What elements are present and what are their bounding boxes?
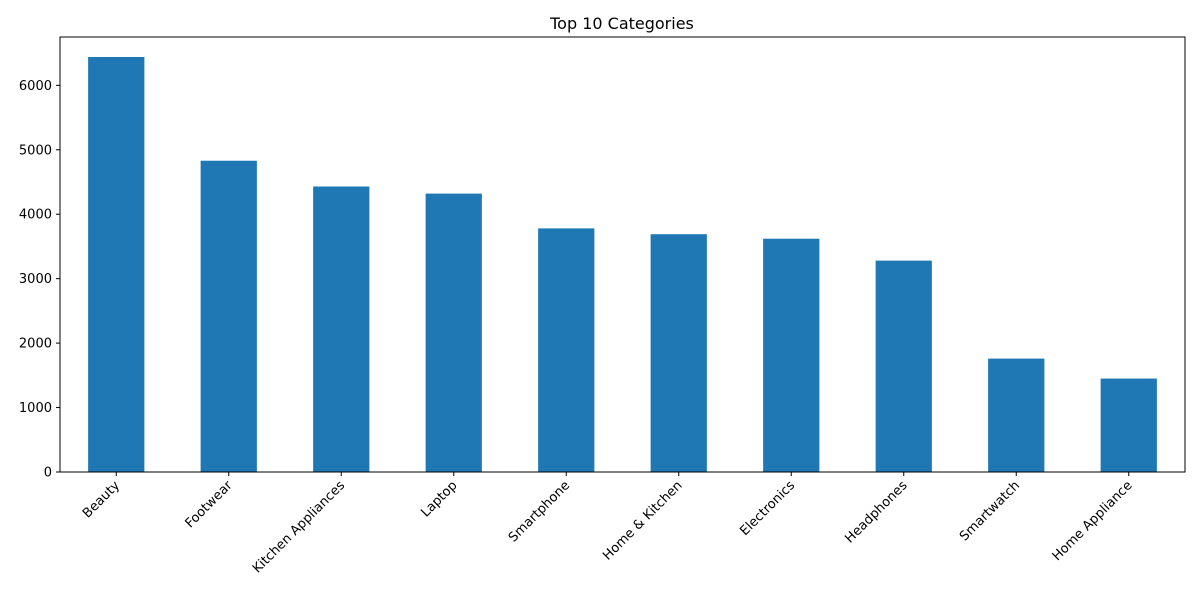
x-tick-label-0: Beauty <box>80 478 123 521</box>
bar-9 <box>1100 378 1157 472</box>
x-tick-label-6: Electronics <box>737 478 798 539</box>
bars-group <box>88 56 1157 472</box>
y-tick-label-2: 2000 <box>19 337 52 352</box>
y-tick-label-4: 4000 <box>19 208 52 223</box>
plot-frame <box>59 36 1186 473</box>
y-tick-label-3: 3000 <box>19 272 52 287</box>
bar-0 <box>88 56 145 472</box>
x-tick-label-7: Headphones <box>842 478 910 546</box>
bar-1 <box>200 160 257 472</box>
x-tick-label-5: Home & Kitchen <box>600 478 685 563</box>
bar-6 <box>763 238 820 472</box>
y-tick-label-6: 6000 <box>19 79 52 94</box>
bar-3 <box>425 193 482 472</box>
x-tick-label-3: Laptop <box>418 478 460 520</box>
x-tick-label-9: Home Appliance <box>1050 478 1136 564</box>
bar-5 <box>650 234 707 472</box>
x-tick-label-8: Smartwatch <box>957 478 1023 544</box>
bar-2 <box>313 186 370 472</box>
bar-4 <box>538 228 595 472</box>
bar-7 <box>875 260 932 472</box>
bar-8 <box>988 358 1045 472</box>
chart-title: Top 10 Categories <box>549 14 694 33</box>
x-axis: Beauty Footwear Kitchen Appliances Laptop Sm… <box>80 472 1136 576</box>
x-tick-label-4: Smartphone <box>506 478 573 545</box>
x-tick-label-2: Kitchen Appliances <box>250 478 348 576</box>
y-tick-label-1: 1000 <box>19 401 52 416</box>
y-tick-label-0: 0 <box>44 466 52 481</box>
x-tick-label-1: Footwear <box>183 478 236 531</box>
y-axis: 0 1000 2000 3000 4000 5000 6000 <box>19 79 60 481</box>
y-tick-label-5: 5000 <box>19 143 52 158</box>
